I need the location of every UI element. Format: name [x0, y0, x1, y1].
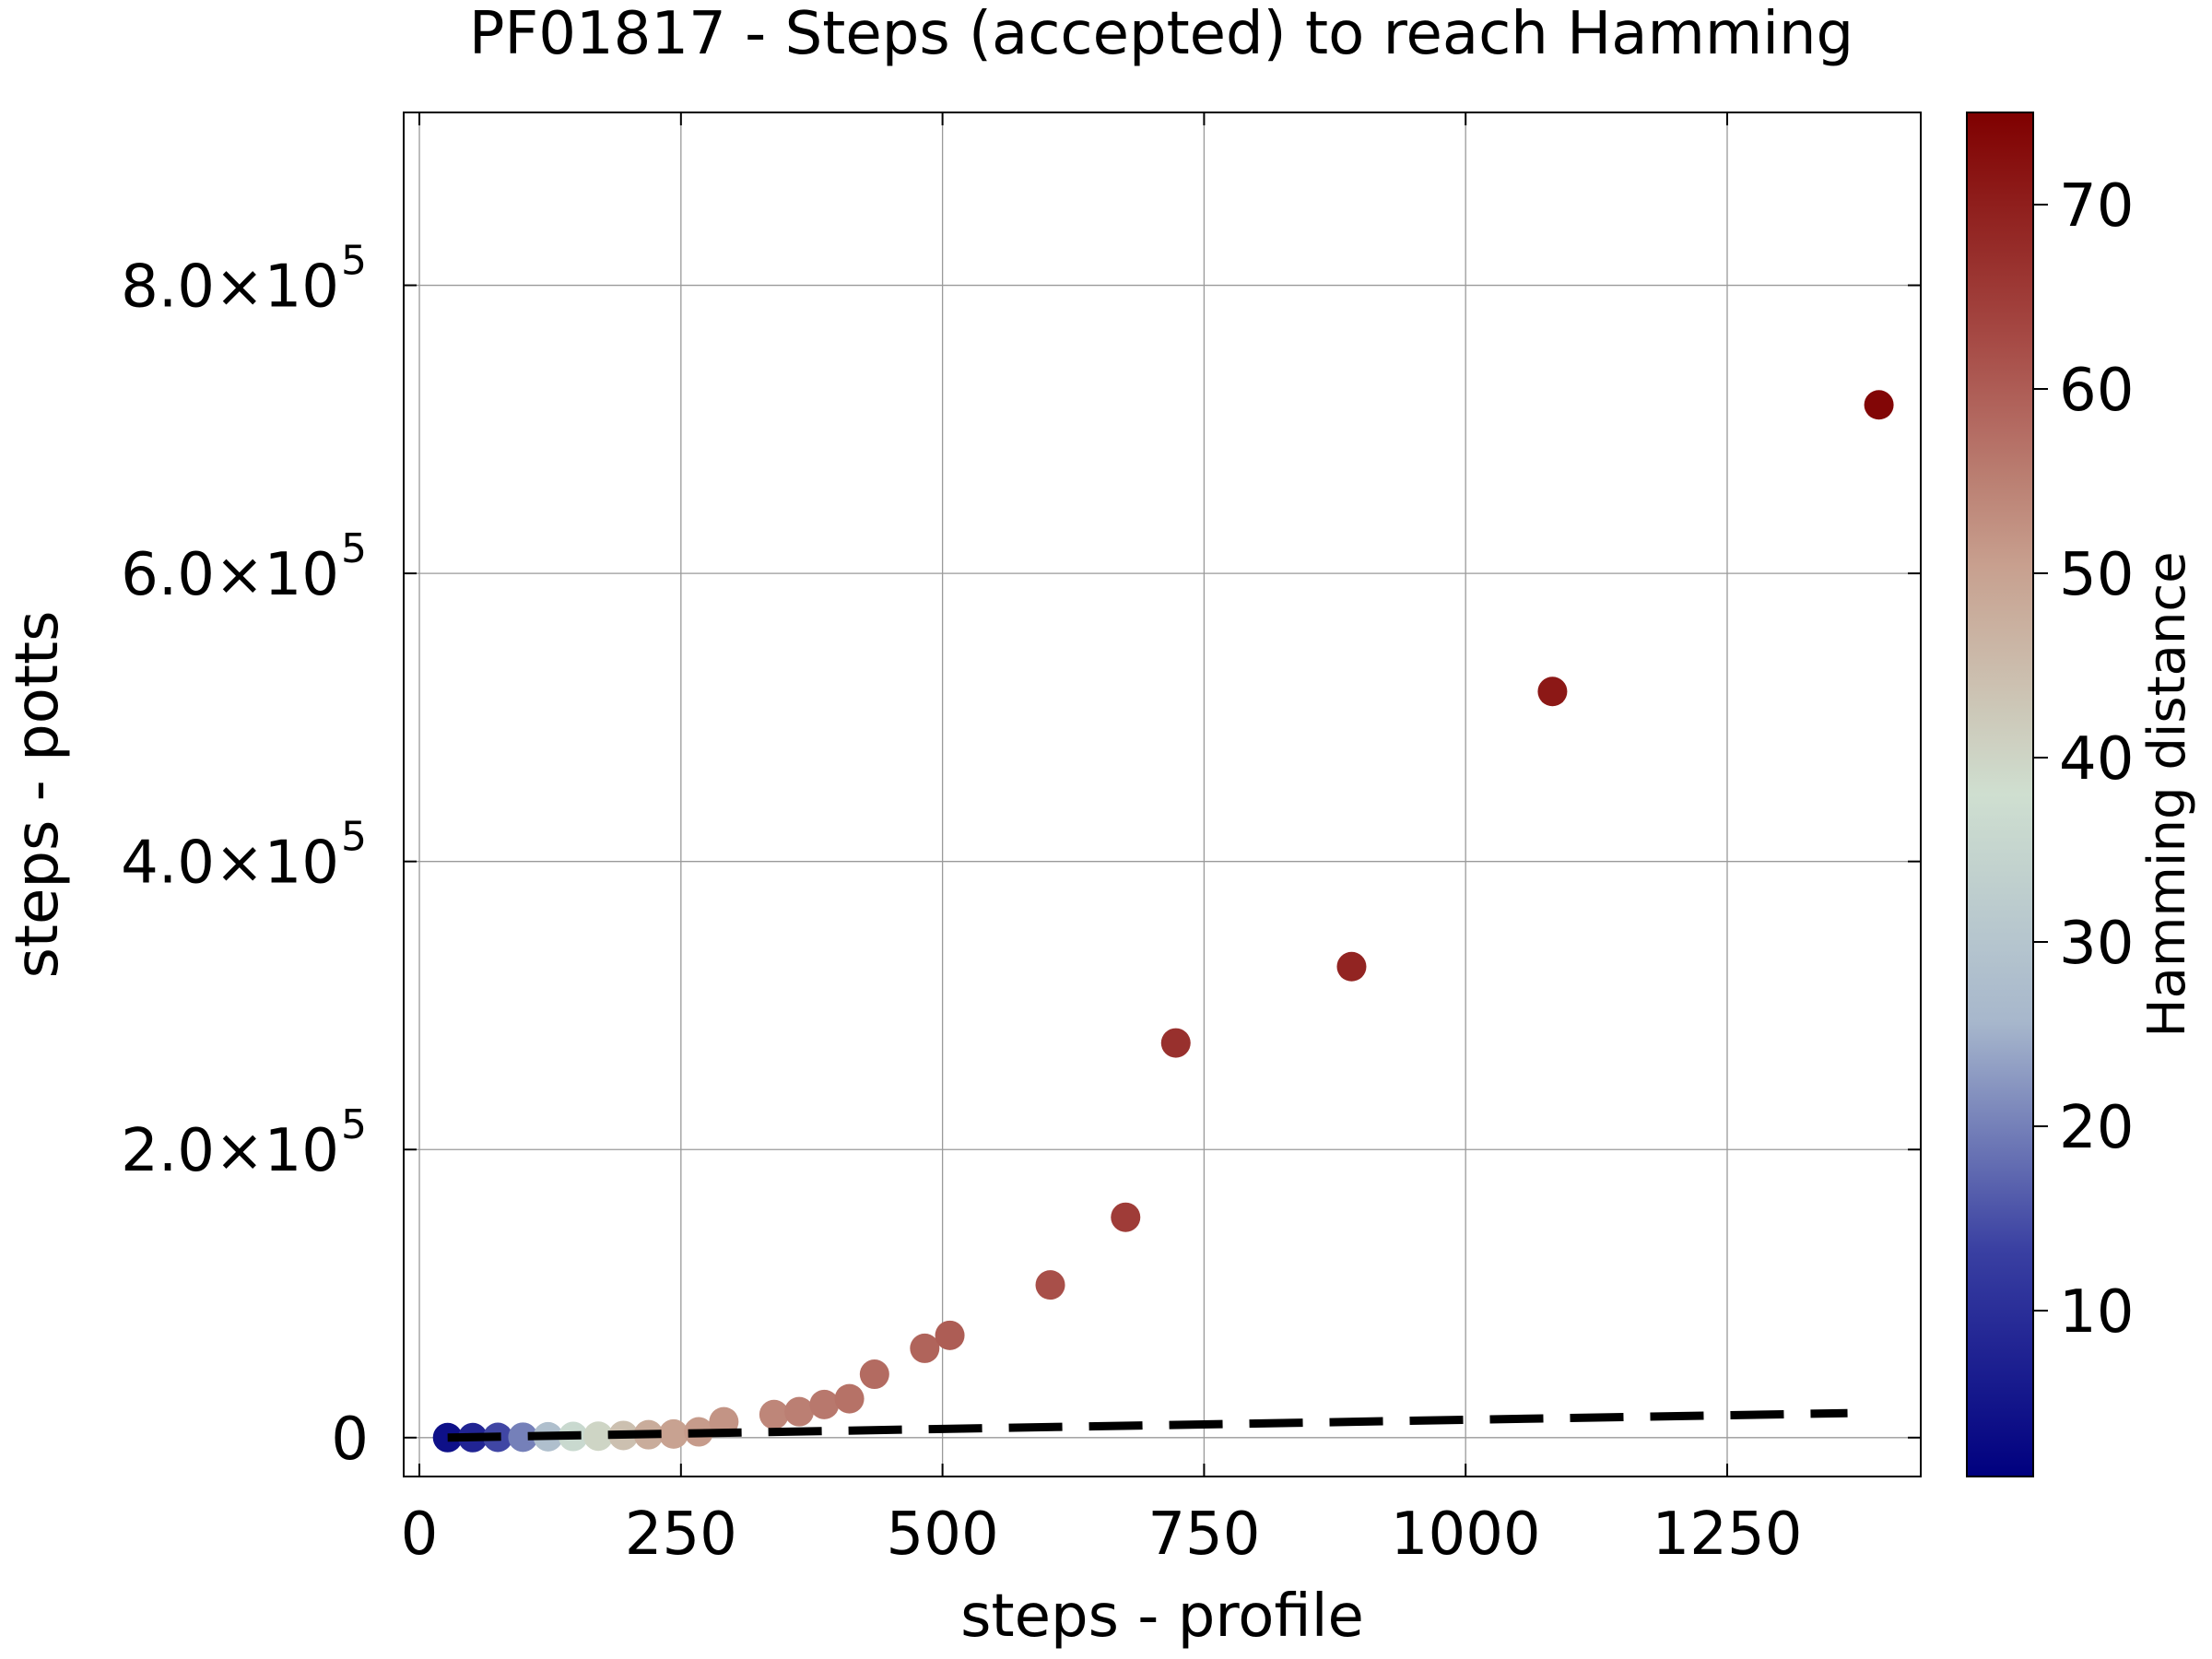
colorbar-tick-label: 40 [2059, 725, 2134, 794]
colorbar-tick-label: 50 [2059, 541, 2134, 609]
data-point [1160, 1028, 1191, 1058]
data-point [1864, 390, 1894, 420]
y-tick-label: 8.0×10 [121, 253, 339, 322]
x-tick-label: 250 [625, 1500, 737, 1569]
axis-ticks [404, 112, 1921, 1477]
x-tick-label: 1000 [1391, 1500, 1541, 1569]
colorbar-tick-label: 20 [2059, 1094, 2134, 1162]
x-tick-label: 0 [401, 1500, 439, 1569]
x-axis-label: steps - profile [960, 1583, 1364, 1651]
data-point [1537, 677, 1568, 707]
plot-frame [403, 112, 1922, 1477]
data-point [834, 1383, 865, 1414]
chart-title: PF01817 - Steps (accepted) to reach Hamm… [469, 0, 1853, 68]
data-point [1035, 1270, 1065, 1300]
reference-dashed-line [447, 1408, 1848, 1442]
colorbar-tick-label: 70 [2059, 172, 2134, 241]
data-point [935, 1320, 965, 1350]
colorbar-label: Hamming distance [2137, 551, 2197, 1037]
x-tick-label: 1250 [1653, 1500, 1803, 1569]
colorbar-tick-label: 10 [2059, 1278, 2134, 1347]
data-point [910, 1333, 940, 1363]
colorbar-ticks: 10 20 30 40 50 60 70 [2033, 172, 2134, 1347]
y-axis-label: steps - potts [4, 611, 72, 979]
data-point [508, 1422, 538, 1453]
y-tick-labels: 02.0×10 54.0×10 56.0×10 58.0×10 5 [121, 238, 369, 1474]
x-tick-label: 750 [1147, 1500, 1260, 1569]
colorbar [1966, 112, 2034, 1477]
data-point [583, 1421, 614, 1452]
y-tick-label: 0 [331, 1406, 369, 1474]
y-tick-label: 6.0×10 [121, 541, 339, 609]
data-point [1336, 951, 1367, 982]
y-tick-label: 4.0×10 [121, 830, 339, 898]
y-tick-label: 2.0×10 [121, 1117, 339, 1185]
colorbar-tick-label: 60 [2059, 357, 2134, 425]
x-tick-label: 500 [887, 1500, 999, 1569]
y-tick-exponent: 5 [341, 525, 367, 572]
y-tick-exponent: 5 [341, 238, 367, 285]
colorbar-tick-label: 30 [2059, 910, 2134, 978]
data-point [809, 1389, 840, 1419]
data-point [1111, 1202, 1141, 1232]
data-point [859, 1359, 889, 1390]
data-point [759, 1399, 789, 1430]
x-tick-labels: 0 250 500 750 1000 1250 [401, 1500, 1803, 1569]
data-point [784, 1396, 815, 1427]
data-point [658, 1418, 688, 1449]
y-tick-exponent: 5 [341, 1101, 367, 1148]
y-tick-exponent: 5 [341, 814, 367, 861]
plot-background [404, 112, 1921, 1477]
